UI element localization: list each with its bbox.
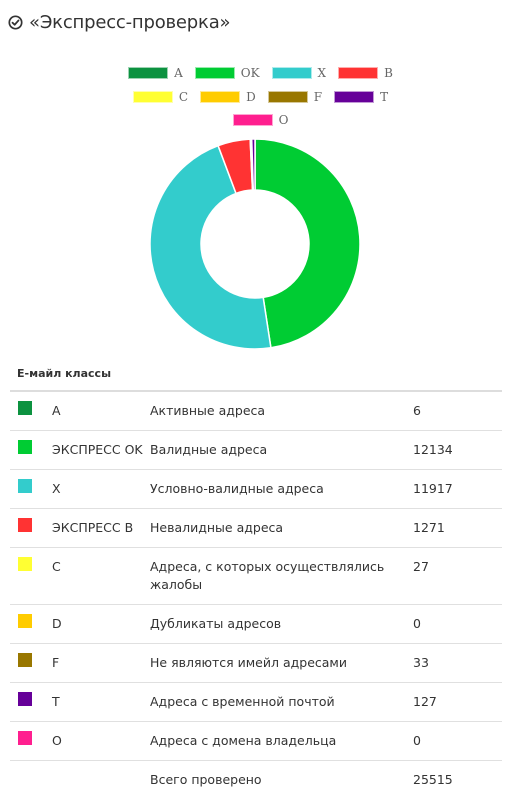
legend-item-a[interactable]: A: [128, 66, 183, 80]
table-title: E-майл классы: [17, 367, 111, 380]
legend-label: D: [246, 90, 256, 104]
donut-slice-ok[interactable]: [255, 139, 360, 348]
color-cell: [10, 392, 52, 430]
empty-cell: [52, 761, 150, 799]
check-circle-icon: [8, 15, 23, 30]
legend-item-t[interactable]: T: [334, 90, 388, 104]
legend-label: A: [174, 66, 183, 80]
legend-row: O: [0, 113, 521, 127]
legend-row: A OK X B: [0, 66, 521, 80]
class-code: T: [52, 683, 150, 721]
legend-swatch: [195, 67, 235, 79]
color-swatch: [18, 479, 32, 493]
class-description: Валидные адреса: [150, 431, 413, 469]
color-cell: [10, 605, 52, 643]
class-description: Адреса с домена владельца: [150, 722, 413, 760]
legend-swatch: [272, 67, 312, 79]
color-cell: [10, 509, 52, 547]
color-cell: [10, 470, 52, 508]
legend-swatch: [233, 114, 273, 126]
legend-swatch: [334, 91, 374, 103]
class-code: F: [52, 644, 150, 682]
class-code: C: [52, 548, 150, 604]
class-description: Дубликаты адресов: [150, 605, 413, 643]
class-description: Адреса, с которых осуществлялись жалобы: [150, 548, 413, 604]
class-code: O: [52, 722, 150, 760]
legend-label: C: [179, 90, 188, 104]
class-description: Не являются имейл адресами: [150, 644, 413, 682]
legend-item-x[interactable]: X: [272, 66, 327, 80]
color-cell: [10, 548, 52, 604]
color-swatch: [18, 614, 32, 628]
class-description: Невалидные адреса: [150, 509, 413, 547]
legend-swatch: [128, 67, 168, 79]
class-count: 12134: [413, 431, 502, 469]
class-code: ЭКСПРЕСС OK: [52, 431, 150, 469]
color-cell: [10, 722, 52, 760]
legend-swatch: [268, 91, 308, 103]
class-description: Условно-валидные адреса: [150, 470, 413, 508]
legend-label: O: [279, 113, 289, 127]
color-swatch: [18, 518, 32, 532]
donut-chart: [145, 134, 365, 354]
legend-swatch: [133, 91, 173, 103]
class-code: A: [52, 392, 150, 430]
color-swatch: [18, 692, 32, 706]
empty-cell: [10, 761, 52, 799]
color-swatch: [18, 653, 32, 667]
total-label: Всего проверено: [150, 761, 413, 799]
class-description: Активные адреса: [150, 392, 413, 430]
color-swatch: [18, 731, 32, 745]
legend-swatch: [200, 91, 240, 103]
page-header: «Экспресс-проверка»: [8, 10, 230, 34]
class-code: D: [52, 605, 150, 643]
legend-item-f[interactable]: F: [268, 90, 322, 104]
legend-label: X: [318, 66, 327, 80]
legend-item-ok[interactable]: OK: [195, 66, 260, 80]
class-count: 6: [413, 392, 502, 430]
legend-label: OK: [241, 66, 260, 80]
class-count: 1271: [413, 509, 502, 547]
class-count: 0: [413, 605, 502, 643]
color-swatch: [18, 557, 32, 571]
legend-item-o[interactable]: O: [233, 113, 289, 127]
total-value: 25515: [413, 761, 502, 799]
class-count: 127: [413, 683, 502, 721]
page-title: «Экспресс-проверка»: [29, 12, 230, 33]
legend-label: B: [384, 66, 393, 80]
class-count: 11917: [413, 470, 502, 508]
legend-item-d[interactable]: D: [200, 90, 256, 104]
legend-label: F: [314, 90, 322, 104]
class-code: X: [52, 470, 150, 508]
color-cell: [10, 644, 52, 682]
color-swatch: [18, 440, 32, 454]
legend-item-c[interactable]: C: [133, 90, 188, 104]
legend-label: T: [380, 90, 388, 104]
color-cell: [10, 431, 52, 469]
legend-item-b[interactable]: B: [338, 66, 393, 80]
class-count: 27: [413, 548, 502, 604]
class-count: 33: [413, 644, 502, 682]
color-cell: [10, 683, 52, 721]
class-description: Адреса с временной почтой: [150, 683, 413, 721]
color-swatch: [18, 401, 32, 415]
legend-swatch: [338, 67, 378, 79]
class-code: ЭКСПРЕСС B: [52, 509, 150, 547]
class-count: 0: [413, 722, 502, 760]
